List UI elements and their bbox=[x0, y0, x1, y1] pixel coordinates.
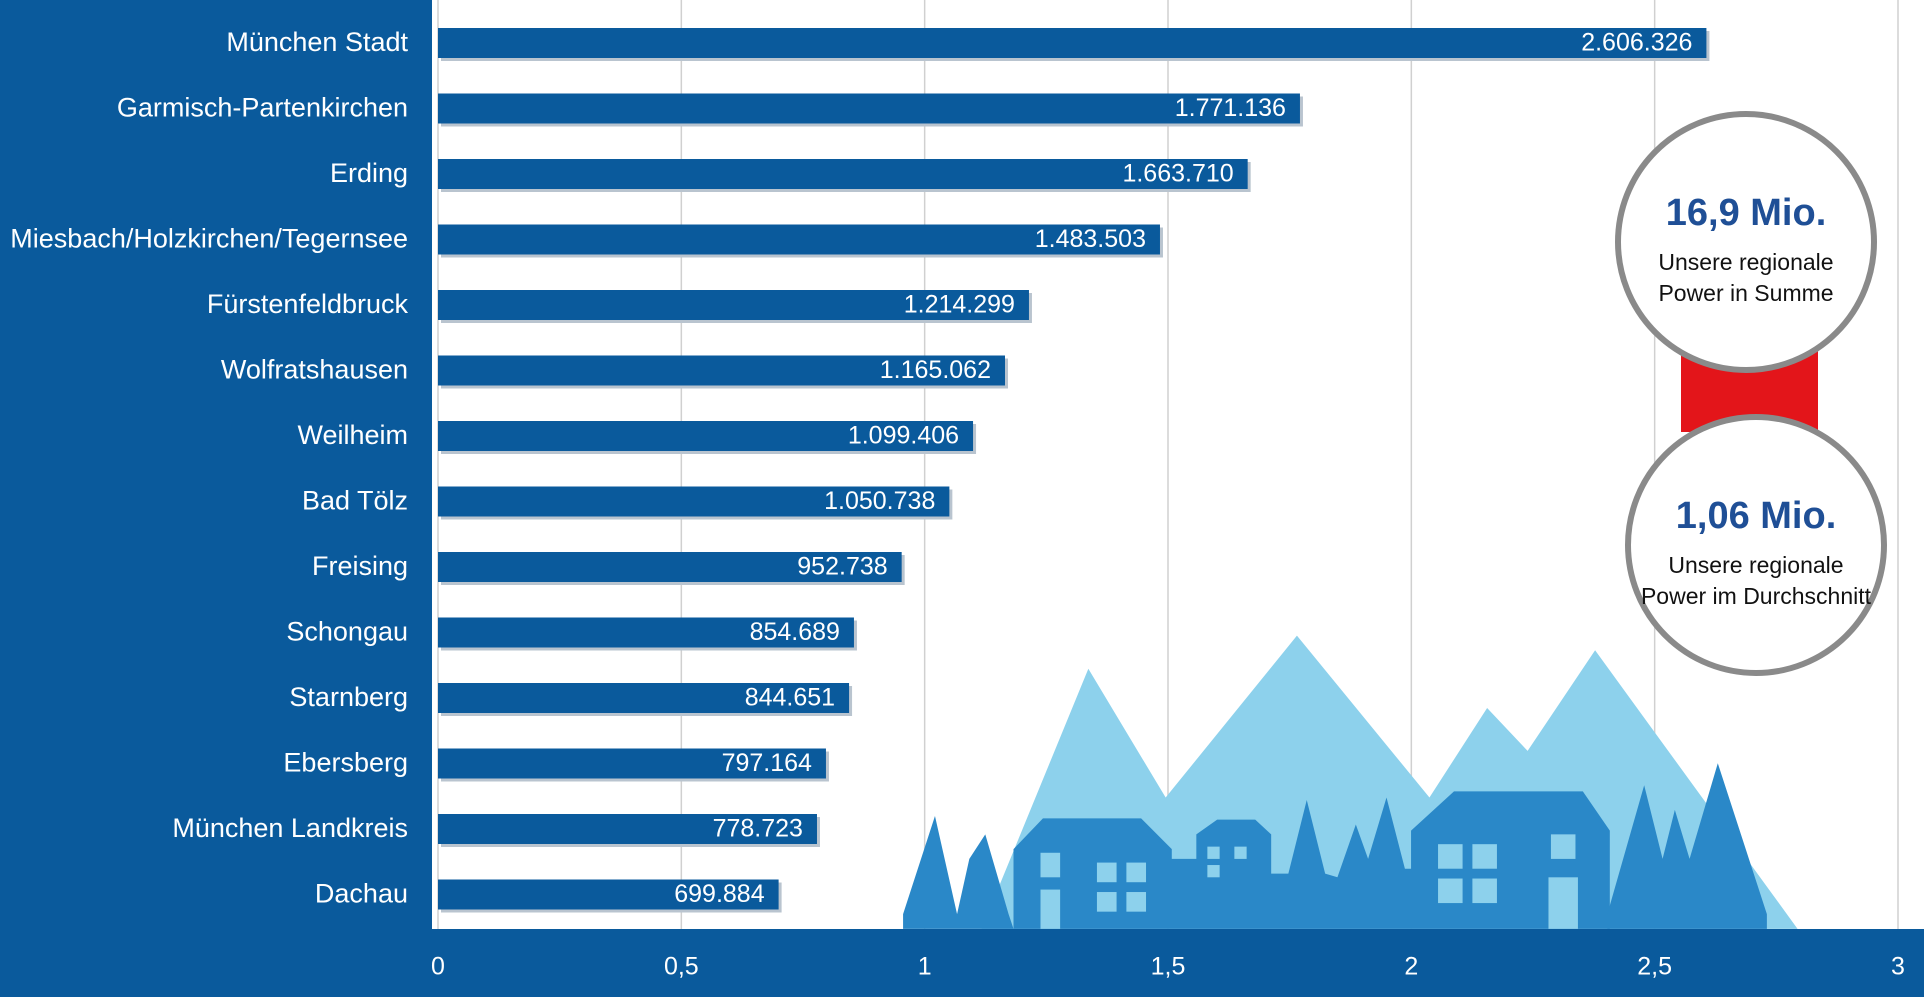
value-label: 778.723 bbox=[713, 815, 803, 843]
value-label: 699.884 bbox=[674, 880, 764, 908]
category-label: Ebersberg bbox=[283, 748, 408, 778]
annotation-circle bbox=[1618, 114, 1874, 370]
category-label: Freising bbox=[312, 551, 408, 581]
annotation-text: Unsere regionale bbox=[1668, 552, 1843, 578]
x-tick-label: 2,5 bbox=[1637, 953, 1672, 981]
chart: 0 0,5 1 1,5 2 2,5 3 München Stadt 2.606.326 Garmi… bbox=[0, 0, 1924, 997]
category-label: Wolfratshausen bbox=[221, 355, 408, 385]
value-label: 797.164 bbox=[722, 749, 812, 777]
value-label: 1.483.503 bbox=[1035, 225, 1146, 253]
category-label: Weilheim bbox=[297, 420, 408, 450]
category-label: Miesbach/Holzkirchen/Tegernsee bbox=[10, 224, 408, 254]
category-label: Bad Tölz bbox=[302, 486, 408, 516]
category-label: München Stadt bbox=[226, 27, 408, 57]
category-label: Garmisch-Partenkirchen bbox=[117, 93, 408, 123]
bar bbox=[438, 28, 1706, 58]
value-label: 1.771.136 bbox=[1175, 94, 1286, 122]
value-label: 1.214.299 bbox=[904, 291, 1015, 319]
annotation-text: Power im Durchschnitt bbox=[1641, 583, 1872, 609]
value-label: 844.651 bbox=[745, 684, 835, 712]
value-label: 854.689 bbox=[750, 618, 840, 646]
value-label: 2.606.326 bbox=[1581, 29, 1692, 57]
category-label: Erding bbox=[330, 158, 408, 188]
bar bbox=[438, 94, 1300, 124]
value-label: 1.099.406 bbox=[848, 422, 959, 450]
value-label: 1.050.738 bbox=[824, 487, 935, 515]
x-tick-label: 1 bbox=[918, 953, 932, 981]
x-tick-label: 1,5 bbox=[1151, 953, 1186, 981]
trees bbox=[903, 816, 1013, 929]
category-label: Dachau bbox=[315, 879, 408, 909]
annotation-title: 1,06 Mio. bbox=[1676, 495, 1837, 537]
x-tick-label: 0,5 bbox=[664, 953, 699, 981]
value-label: 952.738 bbox=[797, 553, 887, 581]
category-label: Schongau bbox=[286, 617, 408, 647]
x-tick-label: 2 bbox=[1404, 953, 1418, 981]
category-label: München Landkreis bbox=[172, 813, 408, 843]
axis-band bbox=[0, 929, 1924, 997]
value-label: 1.165.062 bbox=[880, 356, 991, 384]
category-label: Starnberg bbox=[289, 682, 408, 712]
label-panel bbox=[0, 0, 432, 929]
value-label: 1.663.710 bbox=[1122, 160, 1233, 188]
category-label: Fürstenfeldbruck bbox=[207, 289, 409, 319]
annotation-title: 16,9 Mio. bbox=[1666, 192, 1827, 234]
annotation-text: Power in Summe bbox=[1658, 280, 1833, 306]
x-tick-label: 0 bbox=[431, 953, 445, 981]
landscape bbox=[903, 636, 1797, 929]
annotation-circle bbox=[1628, 417, 1884, 673]
x-tick-label: 3 bbox=[1891, 953, 1905, 981]
annotation-text: Unsere regionale bbox=[1658, 249, 1833, 275]
